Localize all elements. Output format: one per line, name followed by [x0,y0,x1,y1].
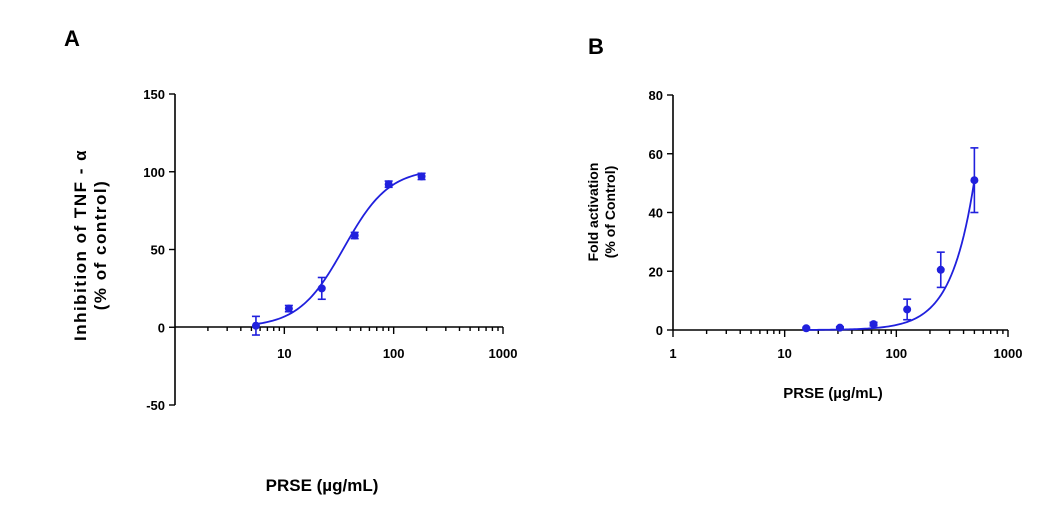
y-axis-label-line1: Fold activation [585,163,601,262]
y-tick-label: 100 [143,165,165,180]
panel-label-b: B [588,34,604,59]
x-tick-label: 1 [669,346,676,361]
y-tick-label: 0 [158,320,165,335]
y-tick-label: 50 [151,243,165,258]
y-tick-label: 40 [649,206,663,221]
data-point [384,180,393,189]
fit-curve [806,180,976,331]
x-tick-label: 1000 [994,346,1023,361]
x-tick-label: 10 [277,346,291,361]
x-tick-label: 100 [383,346,405,361]
data-point [350,231,359,240]
chart-b: 80 60 40 20 01 10 100 1000 PRSE (µg/mL) Fold acti… [585,88,1022,402]
y-tick-label: 150 [143,87,165,102]
y-axis-label-line1: Inhibition of TNF - α [71,149,90,341]
data-point [317,284,326,293]
data-point [936,265,945,274]
y-axis-label-line2: (% of control) [91,180,110,311]
y-tick-label: 20 [649,264,663,279]
data-point [251,321,260,330]
x-axis-label: PRSE (µg/mL) [783,385,882,402]
y-tick-label: 60 [649,147,663,162]
panel-label-a: A [64,26,80,51]
data-point [970,176,979,185]
data-point [835,323,844,332]
y-tick-label: 0 [656,323,663,338]
x-tick-label: 10 [777,346,791,361]
data-point [802,324,811,333]
x-tick-label: 1000 [489,346,518,361]
data-point [869,320,878,329]
x-axis-label: PRSE (µg/mL) [266,476,379,495]
data-point [284,304,293,313]
fit-curve [255,172,422,325]
chart-a: 150 100 50 0 -50 10 100 1000 PRSE (µg/mL) Inhibit… [71,87,517,495]
y-tick-label: 80 [649,88,663,103]
y-axis-label-line2: (% of Control) [602,166,618,259]
data-point [903,305,912,314]
data-point [417,172,426,181]
x-tick-label: 100 [885,346,907,361]
y-tick-label: -50 [146,398,165,413]
